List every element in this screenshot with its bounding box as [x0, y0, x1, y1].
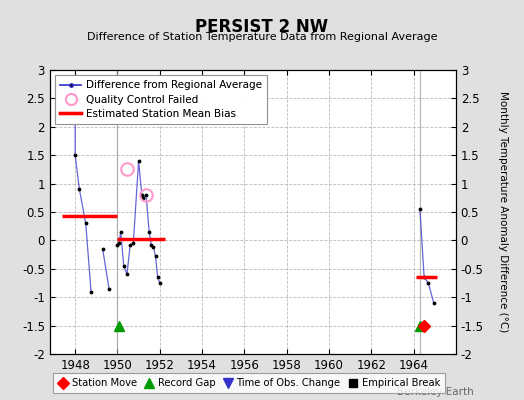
Y-axis label: Monthly Temperature Anomaly Difference (°C): Monthly Temperature Anomaly Difference (… [498, 91, 508, 333]
Text: Difference of Station Temperature Data from Regional Average: Difference of Station Temperature Data f… [87, 32, 437, 42]
Text: PERSIST 2 NW: PERSIST 2 NW [195, 18, 329, 36]
Legend: Difference from Regional Average, Quality Control Failed, Estimated Station Mean: Difference from Regional Average, Qualit… [55, 75, 267, 124]
Text: Berkeley Earth: Berkeley Earth [398, 387, 474, 397]
Legend: Station Move, Record Gap, Time of Obs. Change, Empirical Break: Station Move, Record Gap, Time of Obs. C… [53, 373, 445, 393]
